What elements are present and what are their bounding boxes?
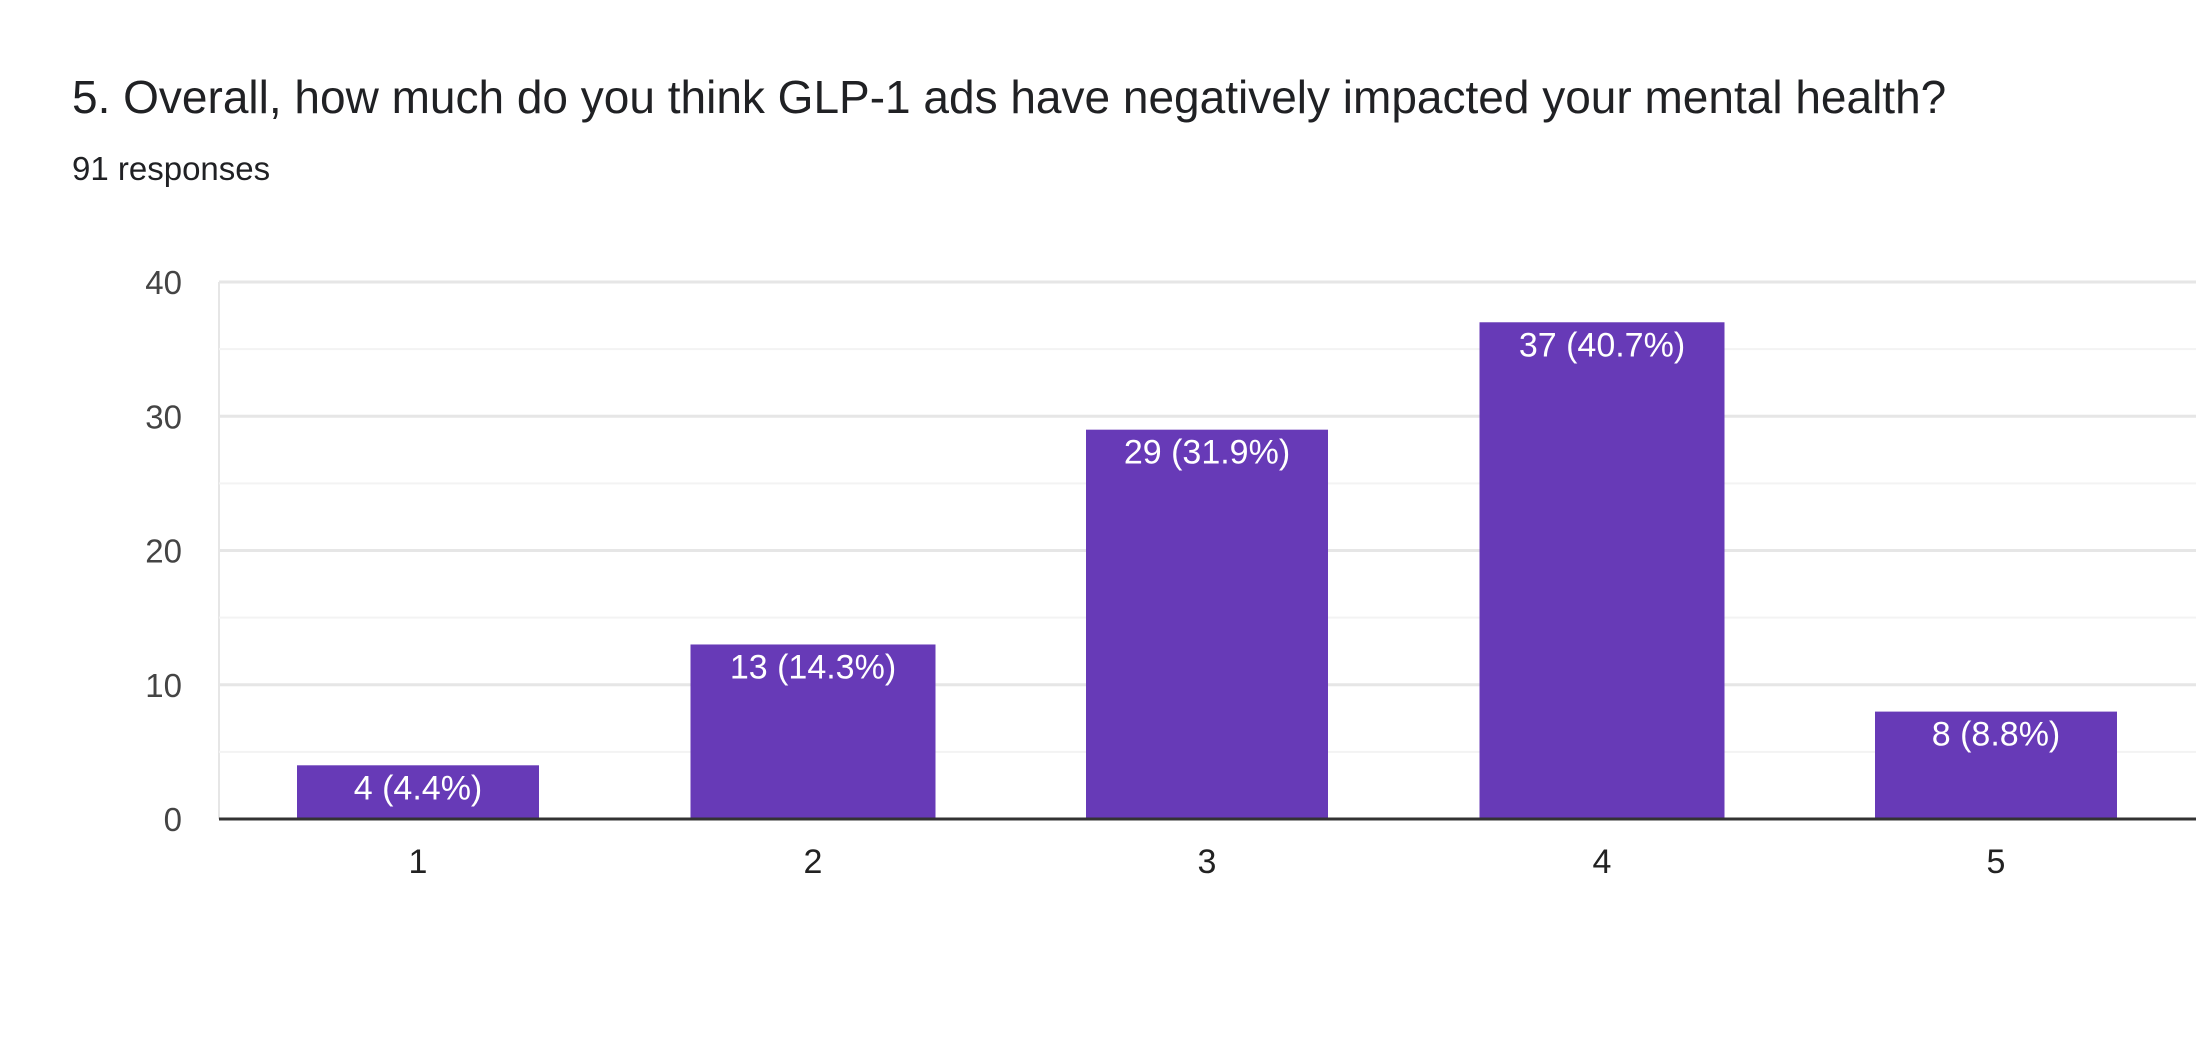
bar-data-label: 8 (8.8%) <box>1932 716 2061 754</box>
response-count: 91 responses <box>72 150 271 187</box>
y-tick-label: 40 <box>145 264 182 301</box>
bar-data-label: 4 (4.4%) <box>354 769 483 807</box>
question-title: 5. Overall, how much do you think GLP-1 … <box>72 71 1947 123</box>
bar-data-label: 37 (40.7%) <box>1519 326 1685 364</box>
bar-3 <box>1086 429 1328 819</box>
bar-1 <box>297 765 539 819</box>
y-tick-label: 30 <box>145 398 182 435</box>
bar-5 <box>1875 711 2117 819</box>
y-tick-label: 0 <box>164 801 182 838</box>
bar-data-label: 13 (14.3%) <box>730 648 896 686</box>
y-tick-label: 10 <box>145 667 182 704</box>
bars <box>297 322 2117 819</box>
x-tick-label: 5 <box>1987 843 2006 881</box>
x-tick-label: 1 <box>409 843 428 881</box>
x-tick-label: 3 <box>1198 843 1217 881</box>
bar-data-labels: 4 (4.4%) 13 (14.3%) 29 (31.9%) 37 (40.7%) 8 … <box>354 326 2061 807</box>
bar-data-label: 29 (31.9%) <box>1124 434 1290 472</box>
y-tick-label: 20 <box>145 533 182 570</box>
bar-4 <box>1479 322 1725 819</box>
y-axis-ticks: 0 10 20 30 40 <box>145 264 182 838</box>
x-axis-ticks: 1 2 3 4 5 <box>409 843 2006 881</box>
x-tick-label: 2 <box>804 843 823 881</box>
bar-2 <box>690 644 936 819</box>
x-tick-label: 4 <box>1593 843 1612 881</box>
